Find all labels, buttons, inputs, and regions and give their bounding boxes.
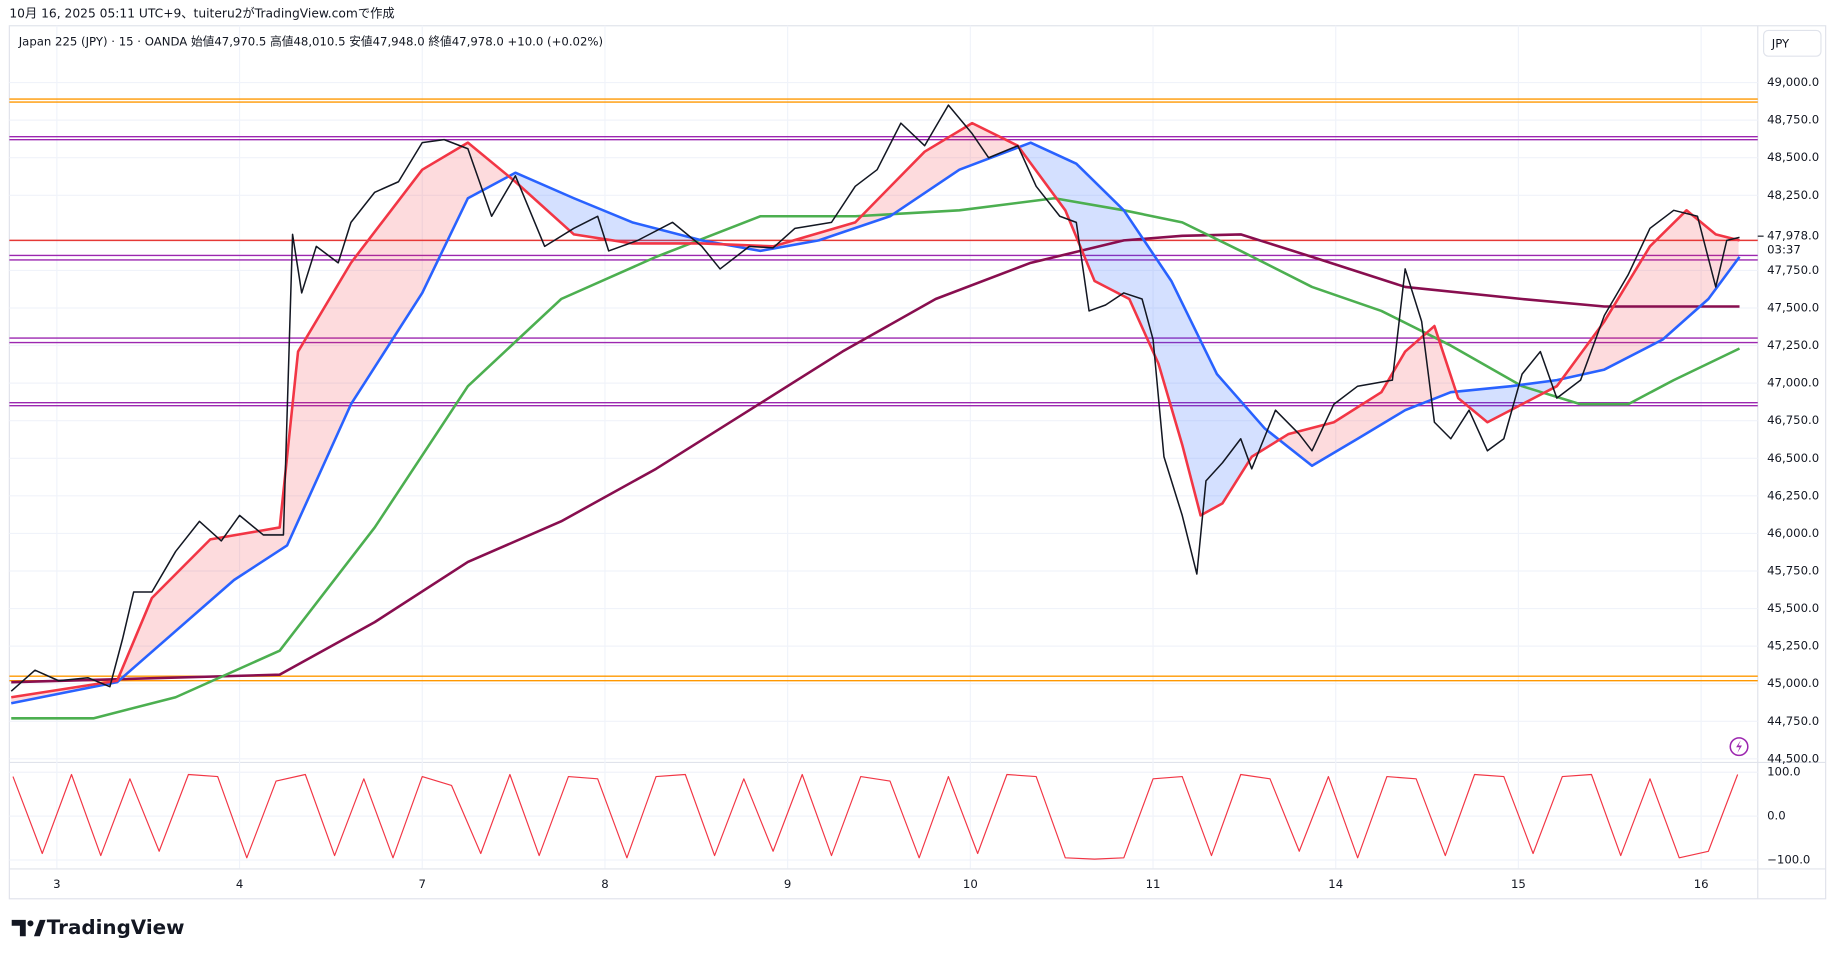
grid bbox=[9, 25, 1758, 869]
frame bbox=[8, 25, 1827, 900]
x-tick-label: 11 bbox=[1146, 877, 1161, 891]
plot bbox=[9, 98, 1758, 860]
y-tick-label: 45,750.0 bbox=[1767, 563, 1819, 577]
ma-fill bbox=[1456, 377, 1564, 422]
alert-bolt bbox=[1736, 740, 1742, 754]
line-series bbox=[12, 773, 1739, 860]
y-tick-label: 44,750.0 bbox=[1767, 714, 1819, 728]
logo-mark bbox=[11, 919, 26, 937]
countdown-label: 03:37 bbox=[1767, 243, 1801, 257]
ma-fill bbox=[1279, 326, 1457, 466]
y-tick-label: 47,000.0 bbox=[1767, 376, 1819, 390]
x-tick-label: 4 bbox=[236, 877, 243, 891]
y-tick-label: 46,500.0 bbox=[1767, 451, 1819, 465]
x-tick-label: 3 bbox=[53, 877, 60, 891]
currency: JPY bbox=[1771, 36, 1790, 50]
y-tick-label: 45,250.0 bbox=[1767, 639, 1819, 653]
legend-title: Japan 225 (JPY) · 15 · OANDA 始値47,970.5 … bbox=[18, 35, 603, 49]
y-tick-label: 46,000.0 bbox=[1767, 526, 1819, 540]
y-tick-label: 46,250.0 bbox=[1767, 488, 1819, 502]
ma-fill bbox=[1563, 210, 1739, 379]
header: 10月 16, 2025 05:11 UTC+9、tuiteru2がTradin… bbox=[9, 6, 394, 21]
x-tick-label: 7 bbox=[419, 877, 426, 891]
y-tick-label: 44,500.0 bbox=[1767, 751, 1819, 765]
logo-slash bbox=[33, 919, 46, 937]
brand-logo: TradingView bbox=[11, 916, 185, 939]
ma-fill bbox=[723, 123, 1021, 251]
x-tick-label: 15 bbox=[1511, 877, 1526, 891]
brand: TradingView bbox=[47, 916, 185, 939]
y-tick-label: 45,500.0 bbox=[1767, 601, 1819, 615]
y-tick-label: 49,000.0 bbox=[1767, 75, 1819, 89]
y-tick-label: 48,500.0 bbox=[1767, 150, 1819, 164]
x-tick-label: 9 bbox=[784, 877, 791, 891]
last-price-label: 47,978.0 bbox=[1767, 229, 1819, 243]
x-tick-label: 10 bbox=[963, 877, 978, 891]
y-tick-label: 47,500.0 bbox=[1767, 300, 1819, 314]
y-tick-label: 47,750.0 bbox=[1767, 263, 1819, 277]
axes: 3 4 7 8 9 10 11 14 15 16 44,500.0 44,750.0 45,000.0 4… bbox=[53, 75, 1819, 891]
x-tick-label: 8 bbox=[601, 877, 608, 891]
ma-fill bbox=[11, 142, 510, 704]
line-series bbox=[11, 196, 1741, 720]
line-series bbox=[10, 141, 1741, 705]
currency-button[interactable] bbox=[1763, 29, 1822, 57]
y-tick-label: 48,750.0 bbox=[1767, 113, 1819, 127]
y-tick-label: 46,750.0 bbox=[1767, 413, 1819, 427]
y-tick-label: 47,250.0 bbox=[1767, 338, 1819, 352]
y-tick-label: 0.0 bbox=[1767, 809, 1786, 823]
y-tick-label: 45,000.0 bbox=[1767, 676, 1819, 690]
y-tick-label: 100.0 bbox=[1767, 765, 1800, 779]
line-series bbox=[11, 233, 1740, 684]
x-tick-label: 14 bbox=[1328, 877, 1343, 891]
x-tick-label: 16 bbox=[1694, 877, 1709, 891]
y-tick-label: 48,250.0 bbox=[1767, 188, 1819, 202]
y-tick-label: −100.0 bbox=[1767, 853, 1810, 867]
line-series bbox=[10, 104, 1740, 692]
line-series bbox=[11, 121, 1740, 699]
logo-dot bbox=[27, 920, 34, 927]
